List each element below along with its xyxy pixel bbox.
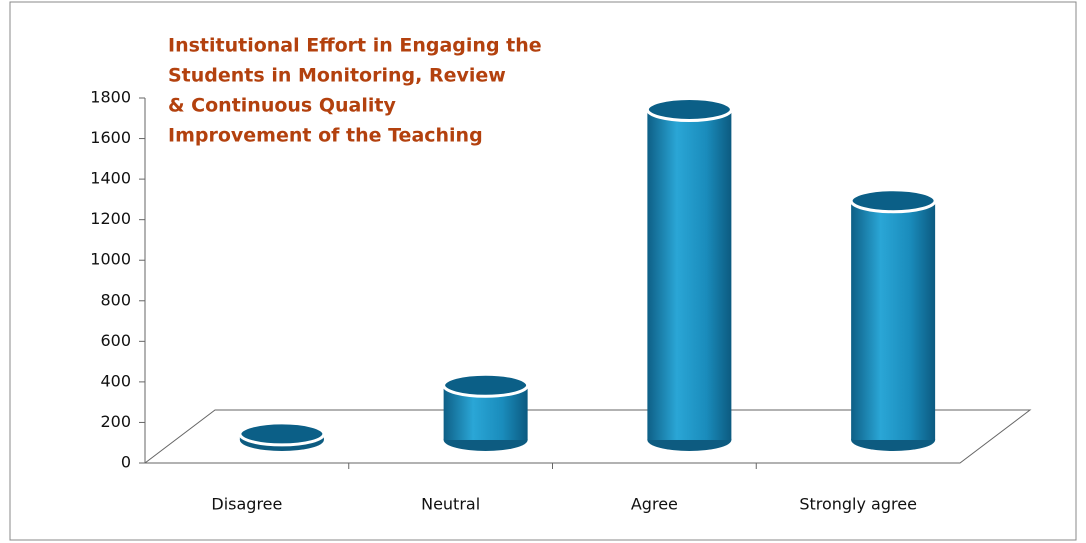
y-tick-label: 1000 — [90, 250, 131, 269]
y-tick-label: 200 — [100, 412, 131, 431]
bar — [851, 200, 936, 440]
y-tick-label: 1800 — [90, 88, 131, 107]
chart-title: & Continuous Quality — [168, 95, 396, 117]
bar-top — [849, 188, 937, 214]
x-tick-label: Neutral — [421, 495, 480, 514]
chart-title: Institutional Effort in Engaging the — [168, 35, 542, 57]
x-tick-label: Agree — [631, 495, 678, 514]
x-tick-label: Disagree — [211, 495, 282, 514]
y-tick-label: 0 — [121, 453, 131, 472]
x-tick-label: Strongly agree — [799, 495, 917, 514]
frame — [9, 1, 1077, 541]
bar-top — [442, 372, 530, 398]
bar-top — [238, 421, 326, 447]
y-tick-label: 1200 — [90, 209, 131, 228]
y-tick-label: 400 — [100, 371, 131, 390]
y-tick-label: 600 — [100, 331, 131, 350]
chart-title: Improvement of the Teaching — [168, 125, 483, 147]
bar — [647, 109, 732, 440]
y-tick-label: 1600 — [90, 128, 131, 147]
floor — [143, 409, 1032, 464]
chart-title: Students in Monitoring, Review — [168, 65, 506, 87]
bar-top — [645, 96, 733, 122]
y-tick-label: 1400 — [90, 169, 131, 188]
y-tick-label: 800 — [100, 290, 131, 309]
